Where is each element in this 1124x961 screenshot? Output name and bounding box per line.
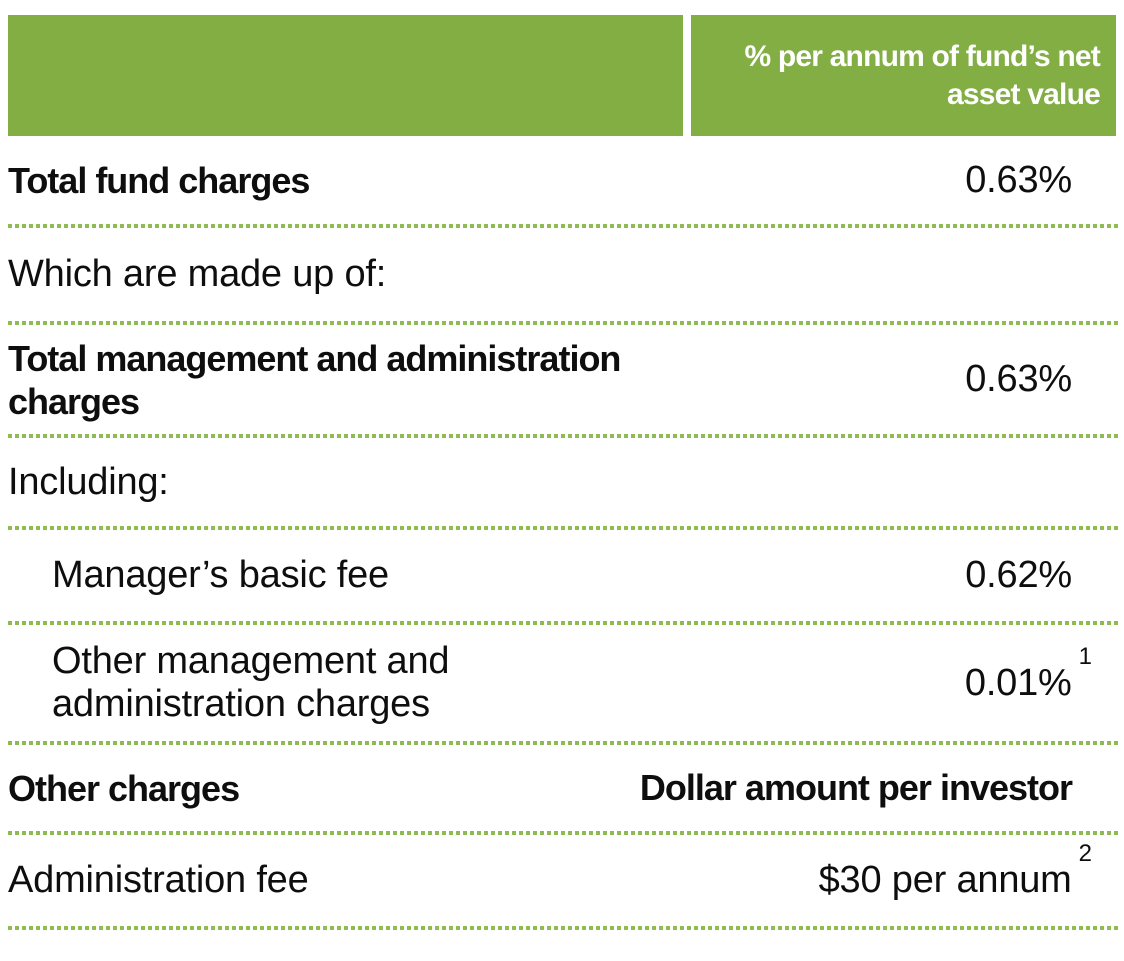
- row-label: Which are made up of:: [8, 253, 387, 295]
- row-label: Total fund charges: [8, 159, 310, 201]
- dotted-divider: [8, 321, 1120, 325]
- header-cell-charges: [8, 15, 683, 136]
- row-value-text: 0.01%: [964, 661, 1072, 704]
- row-label: Total management and administration char…: [8, 337, 621, 422]
- column-header-label: % per annum of fund’s net asset value: [744, 39, 1100, 111]
- row-managers-basic-fee: Manager’s basic fee 0.62%: [8, 530, 1116, 621]
- row-value: 0.63%: [965, 358, 1072, 400]
- row-including: Including:: [8, 438, 1116, 526]
- row-value: 0.63%: [965, 158, 1072, 201]
- row-total-fund-charges: Total fund charges 0.63%: [8, 136, 1116, 224]
- row-value: 0.62%: [965, 554, 1072, 596]
- row-value: Dollar amount per investor: [639, 767, 1073, 808]
- row-value: 0.01%1: [964, 644, 1116, 705]
- row-which-are-made-up-of: Which are made up of:: [8, 228, 1116, 321]
- row-label: Administration fee: [8, 859, 309, 901]
- row-value: $30 per annum2: [818, 842, 1116, 902]
- row-other-management-admin-charges: Other management and administration char…: [8, 625, 1116, 741]
- row-label: Manager’s basic fee: [52, 554, 389, 596]
- row-label: Including:: [8, 460, 169, 503]
- row-administration-fee: Administration fee $30 per annum2: [8, 835, 1116, 926]
- dotted-divider: [8, 224, 1120, 228]
- header-cell-percent: % per annum of fund’s net asset value: [691, 15, 1116, 136]
- row-value-text: $30 per annum: [818, 859, 1072, 901]
- dotted-divider: [8, 526, 1120, 530]
- row-total-management-admin-charges: Total management and administration char…: [8, 325, 1116, 434]
- footnote-marker: 1: [1078, 642, 1092, 670]
- row-label: Other management and administration char…: [52, 640, 450, 725]
- dotted-divider: [8, 926, 1120, 930]
- table-header-row: % per annum of fund’s net asset value: [8, 15, 1116, 136]
- row-label: Other charges: [8, 767, 240, 809]
- row-other-charges: Other charges Dollar amount per investor: [8, 745, 1116, 831]
- dotted-divider: [8, 434, 1120, 438]
- footnote-marker: 2: [1078, 840, 1092, 868]
- dotted-divider: [8, 741, 1120, 745]
- fees-table: % per annum of fund’s net asset value To…: [8, 15, 1120, 930]
- dotted-divider: [8, 621, 1120, 625]
- dotted-divider: [8, 831, 1120, 835]
